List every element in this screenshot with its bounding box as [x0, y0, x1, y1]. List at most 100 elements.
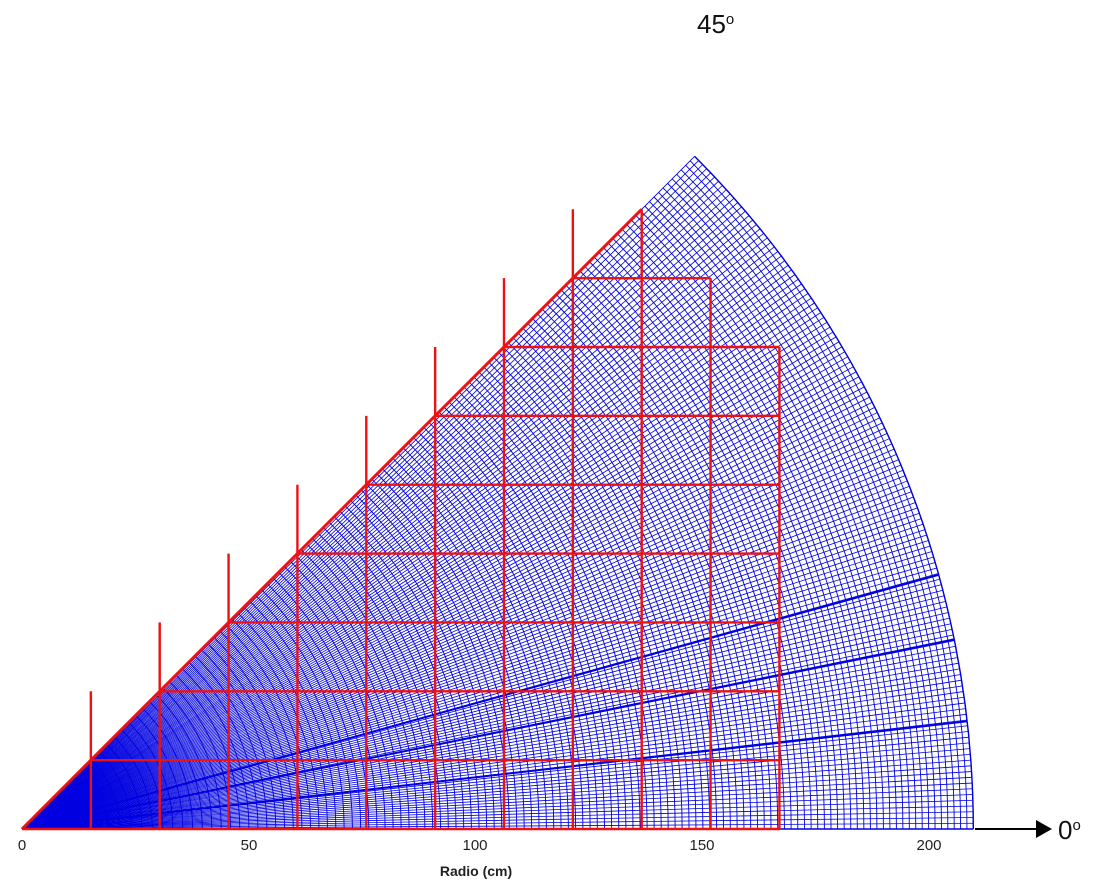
polar-ray — [57, 674, 961, 824]
polar-ray — [58, 765, 972, 827]
cart-diagonal-line — [20, 208, 643, 831]
polar-ray — [51, 302, 815, 810]
polar-ray — [21, 376, 860, 830]
polar-ray — [21, 645, 956, 830]
polar-ray — [53, 361, 851, 812]
polar-ray — [53, 371, 857, 812]
polar-ray — [54, 432, 888, 815]
polar-ray — [52, 341, 840, 811]
polar-ray — [21, 386, 865, 830]
polar-ray — [21, 469, 904, 830]
polar-ray — [21, 326, 831, 830]
polar-ray — [54, 412, 878, 814]
polar-ray — [21, 657, 958, 830]
polar-ray-strong — [21, 573, 939, 830]
polar-ray — [21, 771, 972, 830]
polar-ray — [21, 396, 870, 830]
polar-ray — [21, 242, 772, 830]
arrow-head-icon — [1036, 820, 1052, 838]
polar-ray — [58, 742, 970, 827]
polar-ray — [52, 321, 828, 811]
polar-ray — [55, 453, 897, 816]
polar-ray — [54, 391, 868, 813]
polar-ray — [56, 584, 942, 821]
polar-ray — [21, 180, 719, 830]
polar-ray — [21, 189, 727, 830]
polar-ray — [51, 293, 809, 809]
polar-ray — [21, 523, 924, 830]
polar-boundary-arc — [694, 155, 974, 830]
polar-ray — [21, 534, 927, 830]
polar-ray — [21, 269, 792, 830]
polar-ray — [56, 540, 929, 819]
polar-ray — [21, 480, 908, 830]
polar-ray — [21, 224, 757, 830]
tick-label: 100 — [462, 837, 487, 854]
polar-ray — [21, 260, 786, 830]
polar-ray — [21, 794, 973, 830]
polar-ray — [21, 297, 812, 830]
polar-ray — [21, 197, 735, 830]
polar-ray — [21, 502, 916, 830]
polar-ray — [21, 713, 967, 830]
polar-ray-strong — [21, 638, 955, 830]
polar-ray — [53, 381, 862, 813]
polar-ray — [21, 782, 973, 830]
polar-ray — [50, 264, 789, 808]
tick-label: 0 — [18, 837, 26, 854]
polar-ray — [21, 459, 899, 830]
polar-ray — [21, 232, 764, 830]
polar-ray — [47, 168, 708, 805]
polar-ray — [21, 589, 943, 830]
polar-ray — [48, 185, 723, 805]
cartesian-mesh — [20, 208, 781, 831]
polar-ray — [21, 427, 885, 830]
polar-ray — [21, 600, 946, 830]
polar-ray — [21, 567, 937, 830]
polar-ray — [21, 288, 806, 830]
polar-ray — [21, 759, 971, 830]
polar-ray — [58, 776, 972, 828]
polar-ray — [21, 438, 890, 830]
polar-ray — [55, 475, 906, 816]
polar-ray — [50, 237, 768, 807]
polar-ray — [21, 817, 974, 830]
polar-ray — [21, 512, 920, 830]
tick-label: 200 — [916, 837, 941, 854]
polar-ray — [21, 206, 742, 830]
polar-ray — [21, 668, 960, 830]
polar-ray — [21, 556, 934, 830]
angle-label-45: 45o — [697, 9, 734, 39]
polar-ray — [58, 753, 971, 827]
polar-ray — [57, 685, 963, 824]
polar-ray — [54, 401, 873, 814]
polar-ray — [48, 193, 731, 806]
polar-ray — [21, 748, 970, 830]
polar-ray — [58, 731, 969, 826]
x-axis-title: Radio (cm) — [440, 863, 512, 879]
polar-ray — [56, 551, 933, 819]
polar-ray — [21, 736, 969, 830]
tick-label: 150 — [689, 837, 714, 854]
polar-ray — [57, 651, 957, 823]
polar-ray — [49, 202, 739, 806]
polar-ray — [57, 662, 959, 824]
polar-ray-strong — [21, 720, 968, 830]
polar-ray — [21, 679, 962, 830]
angle-label-0: 0o — [1058, 815, 1081, 845]
polar-ray — [49, 210, 746, 806]
polar-ray — [21, 448, 895, 830]
polar-ray — [58, 788, 973, 828]
polar-ray — [21, 164, 704, 830]
polar-ray — [51, 283, 802, 809]
polar-mesh — [21, 155, 974, 830]
polar-ray — [57, 708, 966, 825]
polar-ray — [55, 496, 914, 817]
polar-ray — [21, 215, 750, 830]
x-axis-ticks: 0 50 100 150 200 — [18, 837, 942, 854]
polar-ray — [51, 274, 796, 809]
polar-ray — [21, 805, 974, 830]
zero-degree-arrow — [975, 820, 1052, 838]
polar-ray — [52, 312, 822, 810]
